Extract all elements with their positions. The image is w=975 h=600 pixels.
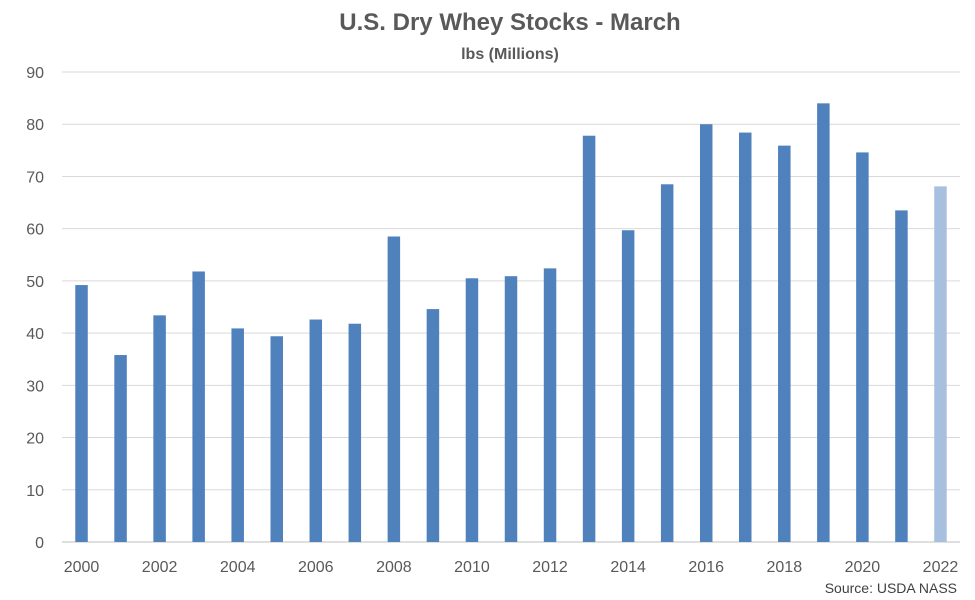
x-tick-label: 2000 bbox=[64, 559, 100, 576]
bar-2017 bbox=[739, 132, 752, 543]
y-tick-label: 50 bbox=[26, 274, 44, 291]
x-tick-label: 2014 bbox=[610, 559, 646, 576]
y-tick-label: 30 bbox=[26, 378, 44, 395]
bar-2006 bbox=[309, 319, 323, 542]
chart-subtitle: lbs (Millions) bbox=[461, 46, 559, 63]
y-tick-label: 80 bbox=[26, 117, 44, 134]
bar-2001 bbox=[114, 355, 127, 542]
x-tick-label: 2020 bbox=[845, 559, 881, 576]
bar-2022 bbox=[934, 186, 947, 542]
chart-source: Source: USDA NASS bbox=[825, 580, 957, 596]
bar-2016 bbox=[699, 124, 713, 542]
bar-2005 bbox=[270, 336, 283, 542]
bar-2011 bbox=[504, 276, 518, 542]
bar-2004 bbox=[231, 328, 244, 542]
y-axis: 0 10 20 30 40 50 60 70 80 90 bbox=[26, 65, 44, 552]
bar-2003 bbox=[192, 271, 205, 542]
bar-2013 bbox=[582, 135, 596, 542]
x-axis: 2000 2002 2004 2006 2008 2010 2012 2014 2016 2018… bbox=[64, 559, 959, 576]
bar-2012 bbox=[543, 268, 557, 542]
bar-2021 bbox=[895, 210, 908, 542]
chart-title: U.S. Dry Whey Stocks - March bbox=[339, 9, 680, 36]
x-tick-label: 2002 bbox=[142, 559, 178, 576]
bar-2008 bbox=[387, 236, 401, 542]
y-tick-label: 40 bbox=[26, 326, 44, 343]
bar-2010 bbox=[465, 278, 479, 542]
y-tick-label: 10 bbox=[26, 483, 44, 500]
bar-2009 bbox=[426, 309, 440, 542]
bar-2020 bbox=[856, 152, 869, 542]
y-tick-label: 60 bbox=[26, 222, 44, 239]
x-tick-label: 2008 bbox=[376, 559, 412, 576]
x-tick-label: 2004 bbox=[220, 559, 256, 576]
x-tick-label: 2010 bbox=[454, 559, 490, 576]
x-tick-label: 2022 bbox=[923, 559, 959, 576]
x-tick-label: 2016 bbox=[688, 559, 724, 576]
bars bbox=[75, 103, 947, 543]
bar-2015 bbox=[660, 184, 674, 542]
bar-2018 bbox=[778, 145, 791, 542]
x-tick-label: 2012 bbox=[532, 559, 568, 576]
x-tick-label: 2006 bbox=[298, 559, 334, 576]
bar-2000 bbox=[75, 285, 88, 542]
x-tick-label: 2018 bbox=[767, 559, 803, 576]
y-tick-label: 0 bbox=[35, 535, 44, 552]
bar-2019 bbox=[817, 103, 830, 542]
y-tick-label: 70 bbox=[26, 169, 44, 186]
y-tick-label: 20 bbox=[26, 431, 44, 448]
bar-2014 bbox=[621, 230, 635, 542]
bar-2002 bbox=[153, 315, 166, 542]
bar-2007 bbox=[348, 323, 362, 542]
y-tick-label: 90 bbox=[26, 65, 44, 82]
